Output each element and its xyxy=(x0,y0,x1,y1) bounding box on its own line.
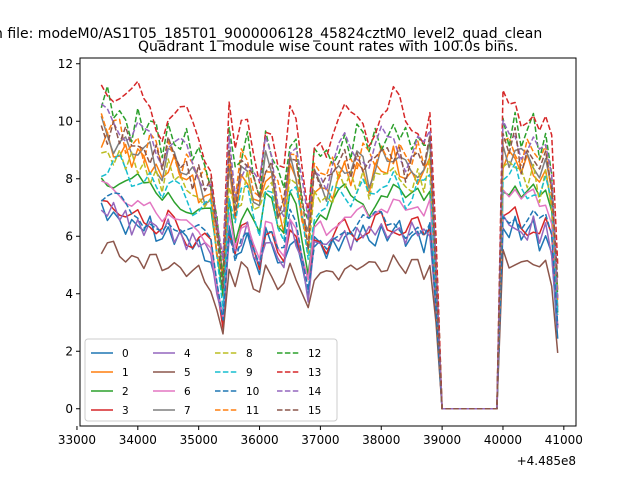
legend-entry: 4 xyxy=(153,348,191,360)
legend-entry: 15 xyxy=(277,405,321,417)
legend-entry: 0 xyxy=(91,348,129,360)
y-tick-label: 0 xyxy=(65,402,73,416)
legend-label: 5 xyxy=(184,367,191,379)
x-tick-label: 40000 xyxy=(484,433,522,447)
plot-frame xyxy=(79,57,577,427)
y-tick-label: 12 xyxy=(58,57,73,71)
y-tick-label: 2 xyxy=(65,344,73,358)
legend-entry: 9 xyxy=(215,367,253,379)
x-tick-label: 38000 xyxy=(362,433,400,447)
x-tick-label: 33000 xyxy=(58,433,96,447)
legend-entry: 2 xyxy=(91,386,129,398)
legend-frame xyxy=(84,338,338,422)
plot-area xyxy=(100,80,559,410)
legend-label: 1 xyxy=(122,367,129,379)
figure-suptitle: n file: modeM0/AS1T05_185T01_9000006128_… xyxy=(0,26,542,42)
legend-entry: 14 xyxy=(277,386,322,398)
y-tick-label: 10 xyxy=(58,114,73,128)
legend-label: 4 xyxy=(184,348,191,360)
legend-label: 11 xyxy=(246,405,259,417)
axes: 33000 34000 35000 36000 37000 38000 39000 40000… xyxy=(58,57,583,447)
x-tick-label: 36000 xyxy=(240,433,278,447)
legend-entry: 10 xyxy=(215,386,259,398)
legend-label: 9 xyxy=(246,367,253,379)
x-tick-label: 34000 xyxy=(119,433,157,447)
legend-entry: 6 xyxy=(153,386,191,398)
legend-label: 7 xyxy=(184,405,191,417)
x-offset-label: +4.485e8 xyxy=(517,454,576,468)
x-tick-label: 35000 xyxy=(180,433,218,447)
series-line-15 xyxy=(100,120,559,410)
chart-title: Quadrant 1 module wise count rates with … xyxy=(138,39,518,55)
legend-label: 15 xyxy=(308,405,321,417)
legend-entry: 8 xyxy=(215,348,253,360)
legend-entry: 11 xyxy=(215,405,259,417)
y-tick-label: 6 xyxy=(65,229,73,243)
legend-label: 2 xyxy=(122,386,129,398)
legend-entry: 5 xyxy=(153,367,191,379)
legend-label: 14 xyxy=(308,386,322,398)
legend-label: 12 xyxy=(308,348,321,360)
y-tick-label: 4 xyxy=(65,287,73,301)
legend-entry: 1 xyxy=(91,367,129,379)
legend-label: 0 xyxy=(122,348,129,360)
x-tick-label: 41000 xyxy=(545,433,583,447)
legend-label: 13 xyxy=(308,367,321,379)
legend-entry: 7 xyxy=(153,405,191,417)
legend-label: 8 xyxy=(246,348,253,360)
legend-entry: 13 xyxy=(277,367,321,379)
y-tick-label: 8 xyxy=(65,172,73,186)
legend-label: 10 xyxy=(246,386,259,398)
x-tick-label: 39000 xyxy=(423,433,461,447)
legend-label: 3 xyxy=(122,405,129,417)
legend-label: 6 xyxy=(184,386,191,398)
legend-entry: 3 xyxy=(91,405,129,417)
x-tick-label: 37000 xyxy=(301,433,339,447)
legend-entry: 12 xyxy=(277,348,321,360)
